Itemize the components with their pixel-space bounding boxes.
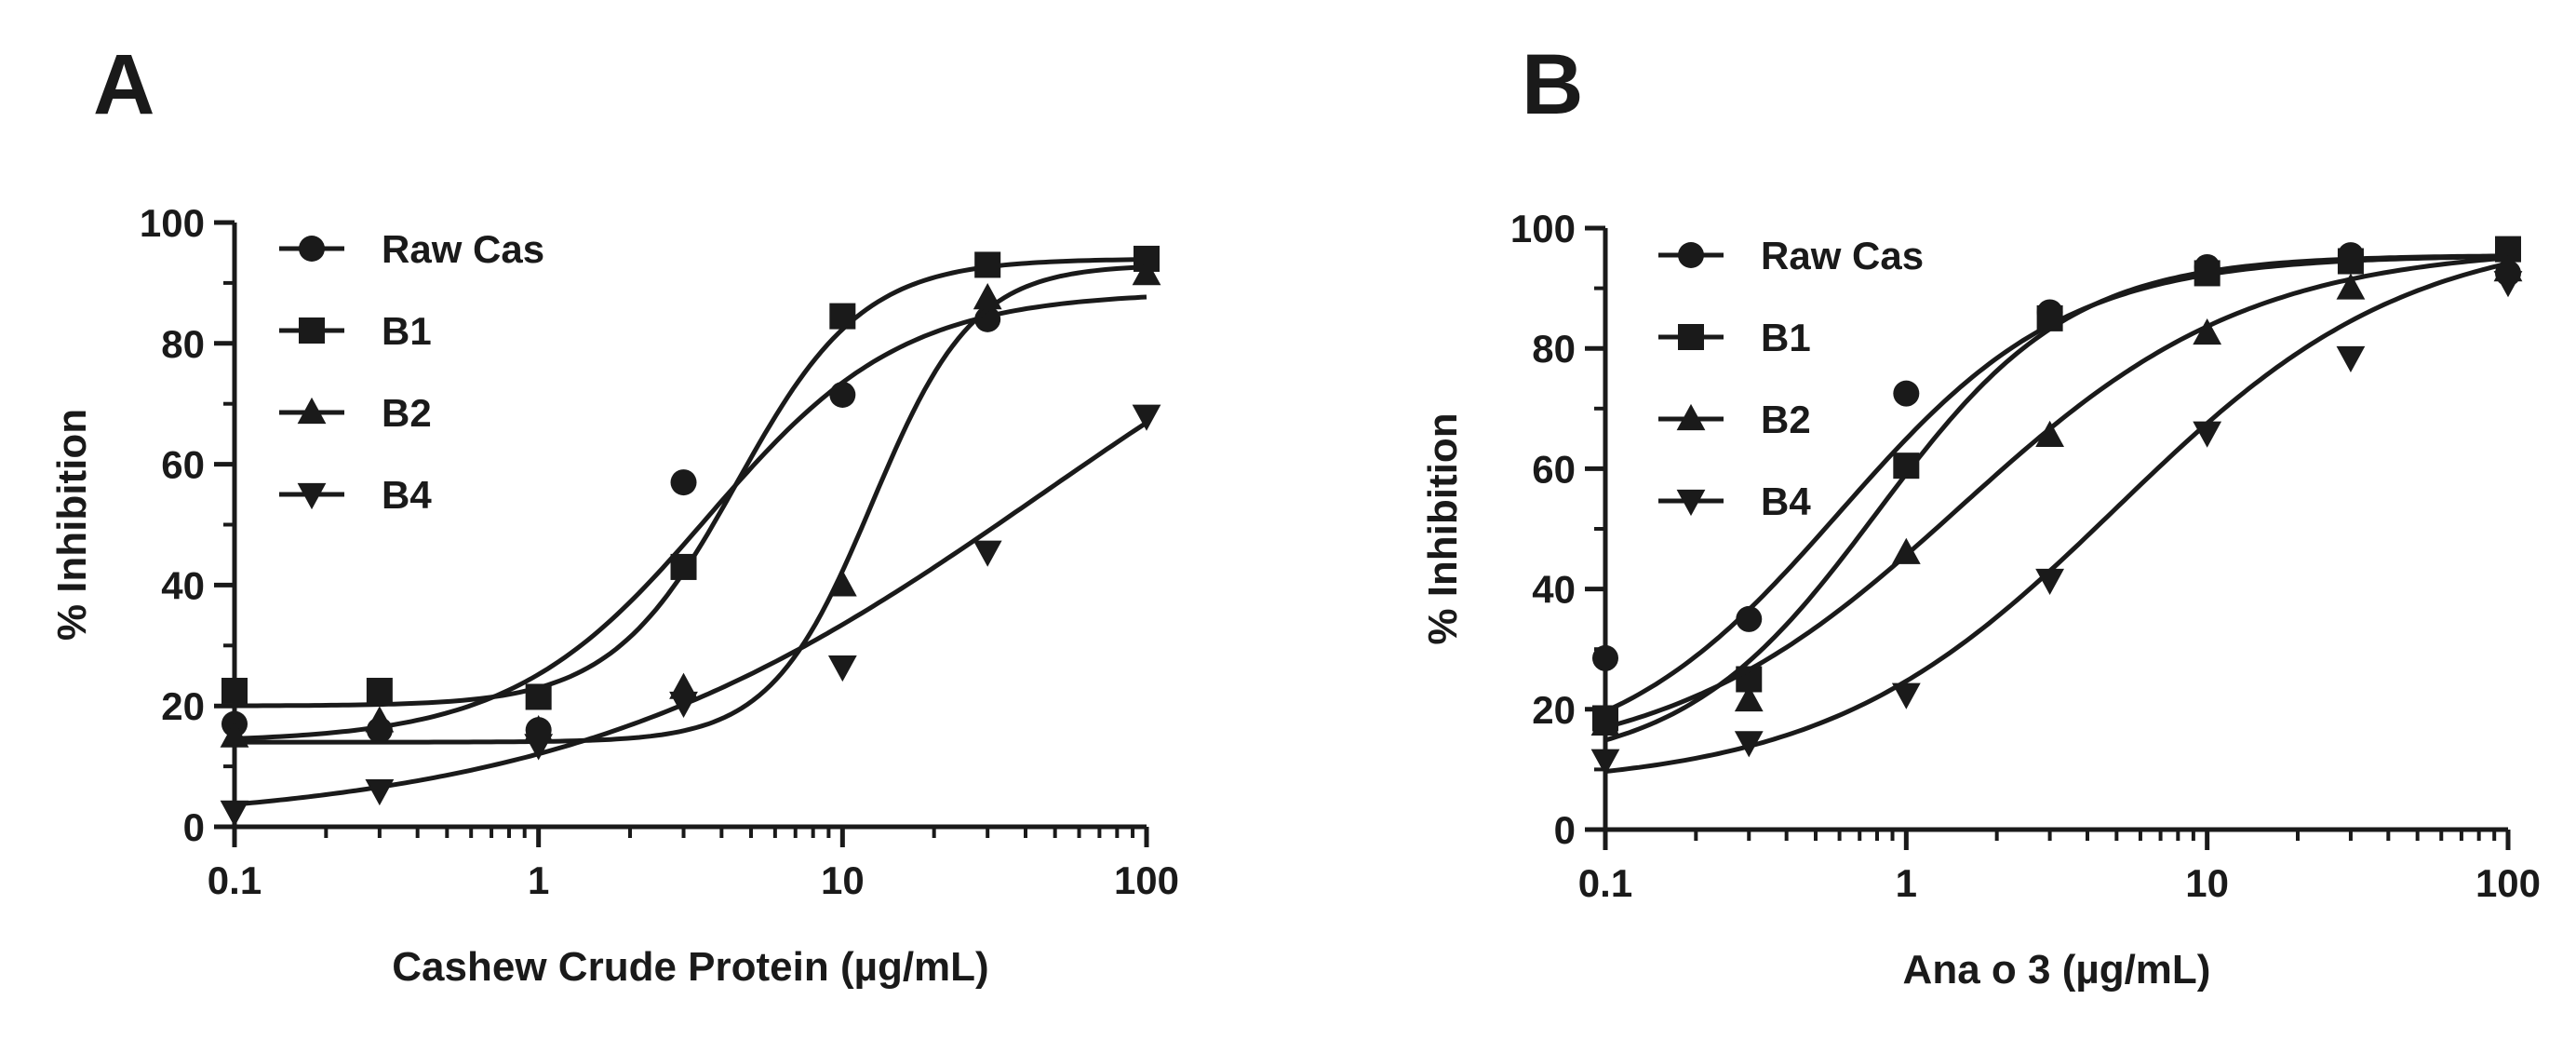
data-point: [2336, 345, 2366, 372]
data-point: [1893, 380, 1920, 407]
series-b4: [1590, 261, 2523, 776]
data-point: [973, 540, 1002, 567]
x-axis-label: Ana o 3 (µg/mL): [1903, 947, 2211, 993]
legend-label: B1: [382, 309, 432, 353]
panel-b: B 0 20 40 60 80 100 0.1 1 10 100 Ana o 3 (µg/mL) % I…: [1420, 37, 2541, 993]
data-point: [2193, 421, 2222, 448]
legend: Raw Cas B1 B2 B4: [1658, 234, 1924, 523]
x-tick-label: 10: [2185, 861, 2229, 905]
legend-marker: [1676, 489, 1706, 517]
x-tick-label: 0.1: [1578, 861, 1632, 905]
data-point: [2036, 304, 2063, 331]
legend-label: B2: [1761, 398, 1811, 441]
data-point: [974, 251, 1001, 278]
fit-curve: [1604, 255, 2509, 730]
data-point: [524, 734, 554, 761]
series-b2: [220, 259, 1161, 748]
x-tick-label: 100: [2475, 861, 2541, 905]
legend: Raw Cas B1 B2 B4: [279, 227, 544, 517]
data-point: [220, 721, 249, 748]
y-axis-label: % Inhibition: [49, 409, 95, 641]
y-axis-label: % Inhibition: [1420, 412, 1466, 644]
x-tick-label: 10: [821, 858, 865, 902]
y-tick-label: 0: [183, 805, 205, 849]
y-tick-label: 20: [161, 684, 205, 728]
y-tick-label: 100: [1510, 207, 1576, 250]
data-point: [1891, 682, 1921, 709]
y-tick-label: 80: [1532, 327, 1576, 371]
data-point: [2193, 317, 2222, 345]
data-point: [829, 381, 856, 408]
data-point: [1734, 731, 1764, 758]
legend-label: Raw Cas: [1761, 234, 1924, 277]
data-point: [2194, 260, 2220, 287]
data-point: [365, 778, 395, 806]
data-point: [2493, 271, 2523, 298]
y-tick-label: 100: [140, 201, 205, 245]
data-point: [1132, 404, 1161, 431]
legend-marker: [1676, 403, 1706, 431]
y-tick-label: 60: [1532, 447, 1576, 491]
series-b2: [1590, 255, 2523, 736]
data-point: [220, 800, 249, 827]
data-point: [1592, 644, 1618, 671]
data-point: [1736, 605, 1763, 632]
data-point: [365, 706, 395, 733]
data-point: [827, 655, 857, 682]
x-tick-label: 0.1: [208, 858, 262, 902]
data-point: [2035, 420, 2065, 447]
legend-marker: [1678, 242, 1704, 268]
data-point: [1590, 709, 1620, 736]
data-point: [1891, 537, 1921, 564]
series-raw-cas: [221, 245, 1160, 744]
data-point: [2336, 273, 2366, 300]
legend-label: B4: [382, 473, 432, 517]
data-point: [827, 570, 857, 597]
x-tick-label: 100: [1114, 858, 1179, 902]
data-point: [1590, 749, 1620, 776]
x-tick-label: 1: [528, 858, 549, 902]
panel-label: A: [93, 37, 154, 132]
data-point: [366, 677, 393, 704]
data-point: [1132, 259, 1161, 286]
data-point: [829, 303, 856, 330]
y-tick-label: 0: [1554, 808, 1576, 852]
legend-marker: [299, 236, 325, 262]
data-point: [1734, 685, 1764, 712]
panel-label: B: [1522, 37, 1583, 132]
x-tick-label: 1: [1896, 861, 1917, 905]
legend-marker: [299, 317, 325, 344]
legend-label: Raw Cas: [382, 227, 544, 271]
data-point: [973, 283, 1002, 310]
legend-marker: [297, 482, 327, 510]
data-point: [2337, 248, 2364, 275]
legend-label: B2: [382, 391, 432, 435]
data-point: [525, 683, 552, 710]
legend-marker: [297, 397, 327, 425]
y-tick-label: 60: [161, 443, 205, 487]
legend-label: B1: [1761, 316, 1811, 359]
data-point: [2035, 568, 2065, 596]
legend-marker: [1678, 324, 1704, 350]
series-b1: [1592, 236, 2521, 743]
y-tick-label: 20: [1532, 688, 1576, 732]
legend-label: B4: [1761, 479, 1811, 523]
y-tick-label: 40: [1532, 568, 1576, 612]
data-point: [669, 691, 698, 719]
data-point: [670, 469, 697, 496]
data-point: [221, 677, 248, 704]
y-tick-label: 80: [161, 322, 205, 366]
fit-curve: [235, 264, 1147, 745]
x-axis-label: Cashew Crude Protein (µg/mL): [392, 944, 988, 990]
panel-a: A 0 20 40 60 80 100 0.1 1 10 100 Cashew Crude Prote…: [49, 37, 1179, 990]
y-tick-label: 40: [161, 563, 205, 607]
data-point: [670, 553, 697, 580]
series-b4: [220, 404, 1161, 827]
data-point: [1893, 452, 1920, 479]
fit-curve: [1604, 261, 2509, 774]
